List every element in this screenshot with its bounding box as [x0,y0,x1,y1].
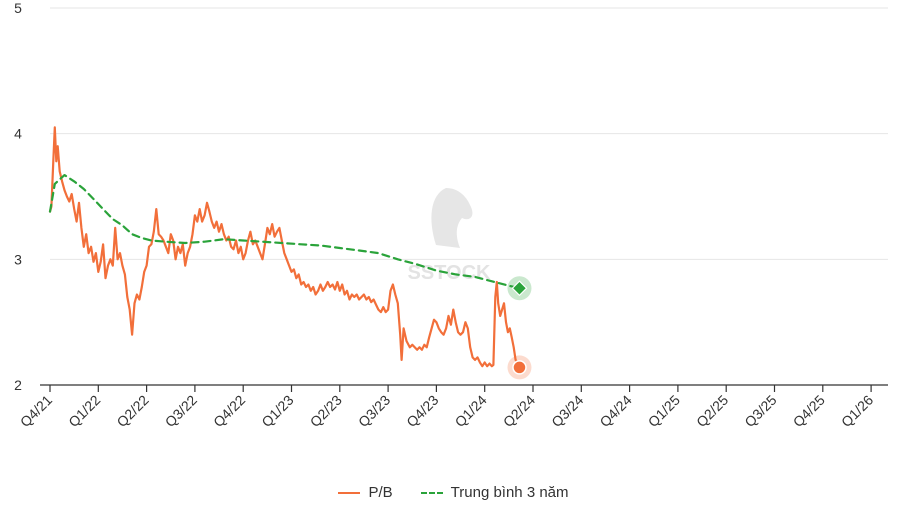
x-tick-label: Q3/23 [355,392,393,430]
y-axis-ticks: 2 3 4 5 [14,0,22,393]
legend-label-avg: Trung bình 3 năm [450,484,569,501]
y-tick-label: 2 [14,377,22,393]
x-tick-label: Q2/24 [500,392,538,430]
x-tick-label: Q1/25 [645,392,683,430]
legend-label-pb: P/B [368,484,393,501]
legend-swatch-pb [338,491,361,494]
x-tick-label: Q2/22 [113,392,151,430]
x-tick-label: Q4/22 [210,392,248,430]
series-line-pb [48,126,521,369]
x-tick-label: Q4/25 [790,392,828,430]
x-tick-label: Q2/23 [307,392,345,430]
x-tick-label: Q4/21 [17,392,55,430]
y-tick-label: 5 [14,0,22,16]
y-tick-label: 4 [14,126,22,142]
legend: P/B Trung bình 3 năm [0,484,907,501]
x-tick-label: Q3/22 [162,392,200,430]
x-tick-label: Q3/25 [741,392,779,430]
x-tick-label: Q4/23 [403,392,441,430]
legend-item-avg[interactable]: Trung bình 3 năm [420,484,569,501]
series-line-avg [48,174,521,290]
x-tick-label: Q3/24 [548,392,586,430]
x-tick-label: Q1/23 [258,392,296,430]
pb-end-marker [512,360,527,375]
legend-item-pb[interactable]: P/B [338,484,393,501]
grid-lines [50,7,888,260]
legend-swatch-avg [420,491,443,494]
y-tick-label: 3 [14,251,22,267]
x-tick-label: Q1/22 [65,392,103,430]
x-tick-label: Q1/24 [452,392,490,430]
series-lines [48,126,521,369]
x-tick-label: Q4/24 [596,392,634,430]
x-axis: Q4/21 Q1/22 Q2/22 Q3/22 Q4/22 Q1/23 Q2/23 Q3/23… [17,384,888,430]
avg-end-marker [511,280,528,297]
watermark-logo: SSTOCK [408,188,491,284]
x-tick-label: Q1/26 [838,392,876,430]
horse-head-icon [431,188,473,248]
x-tick-label: Q2/25 [693,392,731,430]
end-markers [507,276,532,380]
